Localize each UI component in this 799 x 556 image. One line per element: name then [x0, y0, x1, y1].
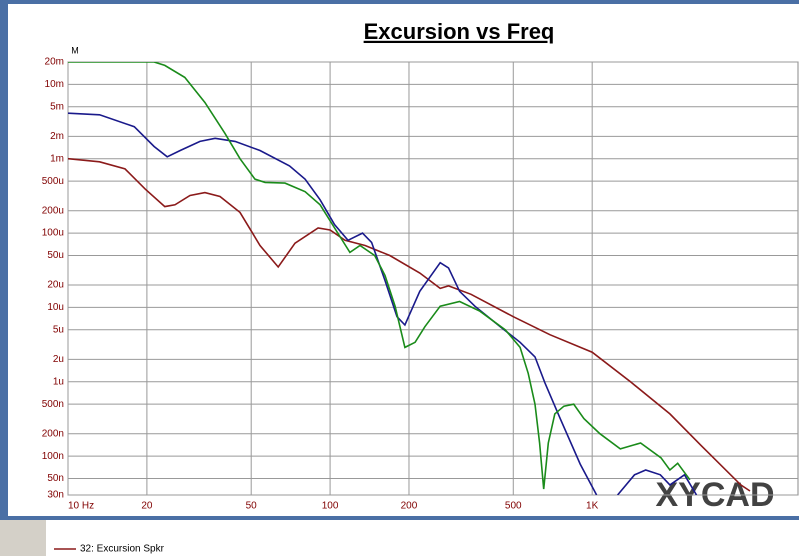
y-tick-label: 20m — [45, 57, 64, 68]
y-tick-label: 30n — [47, 490, 64, 501]
y-tick-label: 5m — [50, 101, 64, 112]
y-tick-label: 1u — [53, 376, 64, 387]
y-tick-label: 200u — [42, 205, 64, 216]
x-tick-label: 500 — [505, 501, 522, 512]
y-tick-label: 100u — [42, 228, 64, 239]
y-tick-label: 1m — [50, 153, 64, 164]
y-tick-label: 50n — [47, 473, 64, 484]
chart-title: Excursion vs Freq — [364, 19, 555, 44]
x-tick-label: 20 — [141, 501, 153, 512]
y-tick-label: 2m — [50, 131, 64, 142]
side-panel — [0, 520, 46, 556]
labels: 20m 10m 5m 2m 1m 500u 200u 100u 50u 20u 10u 5u 2u 1u 5… — [42, 57, 599, 512]
y-tick-label: 50u — [47, 250, 64, 261]
y-tick-label: 500u — [42, 176, 64, 187]
y-tick-label: 10m — [45, 79, 64, 90]
y-tick-label: 20u — [47, 280, 64, 291]
y-tick-label: 200n — [42, 428, 64, 439]
y-tick-label: 5u — [53, 324, 64, 335]
series-line — [68, 62, 691, 490]
x-tick-label: 50 — [246, 501, 258, 512]
y-tick-label: 500n — [42, 399, 64, 410]
x-tick-label: 10 Hz — [68, 501, 94, 512]
legend-panel — [46, 520, 799, 556]
y-tick-label: 2u — [53, 354, 64, 365]
plot-area — [67, 61, 799, 496]
y-tick-label: 10u — [47, 302, 64, 313]
x-tick-label: 1K — [586, 501, 599, 512]
series-line — [68, 112, 698, 495]
series-line — [68, 157, 751, 492]
grid — [67, 61, 798, 496]
y-tick-label: 100n — [42, 451, 64, 462]
x-tick-label: 100 — [322, 501, 339, 512]
x-tick-label: 200 — [401, 501, 418, 512]
legend-label: 32: Excursion Spkr — [80, 544, 165, 555]
lines — [68, 62, 751, 495]
y-axis-unit: M — [71, 45, 79, 55]
